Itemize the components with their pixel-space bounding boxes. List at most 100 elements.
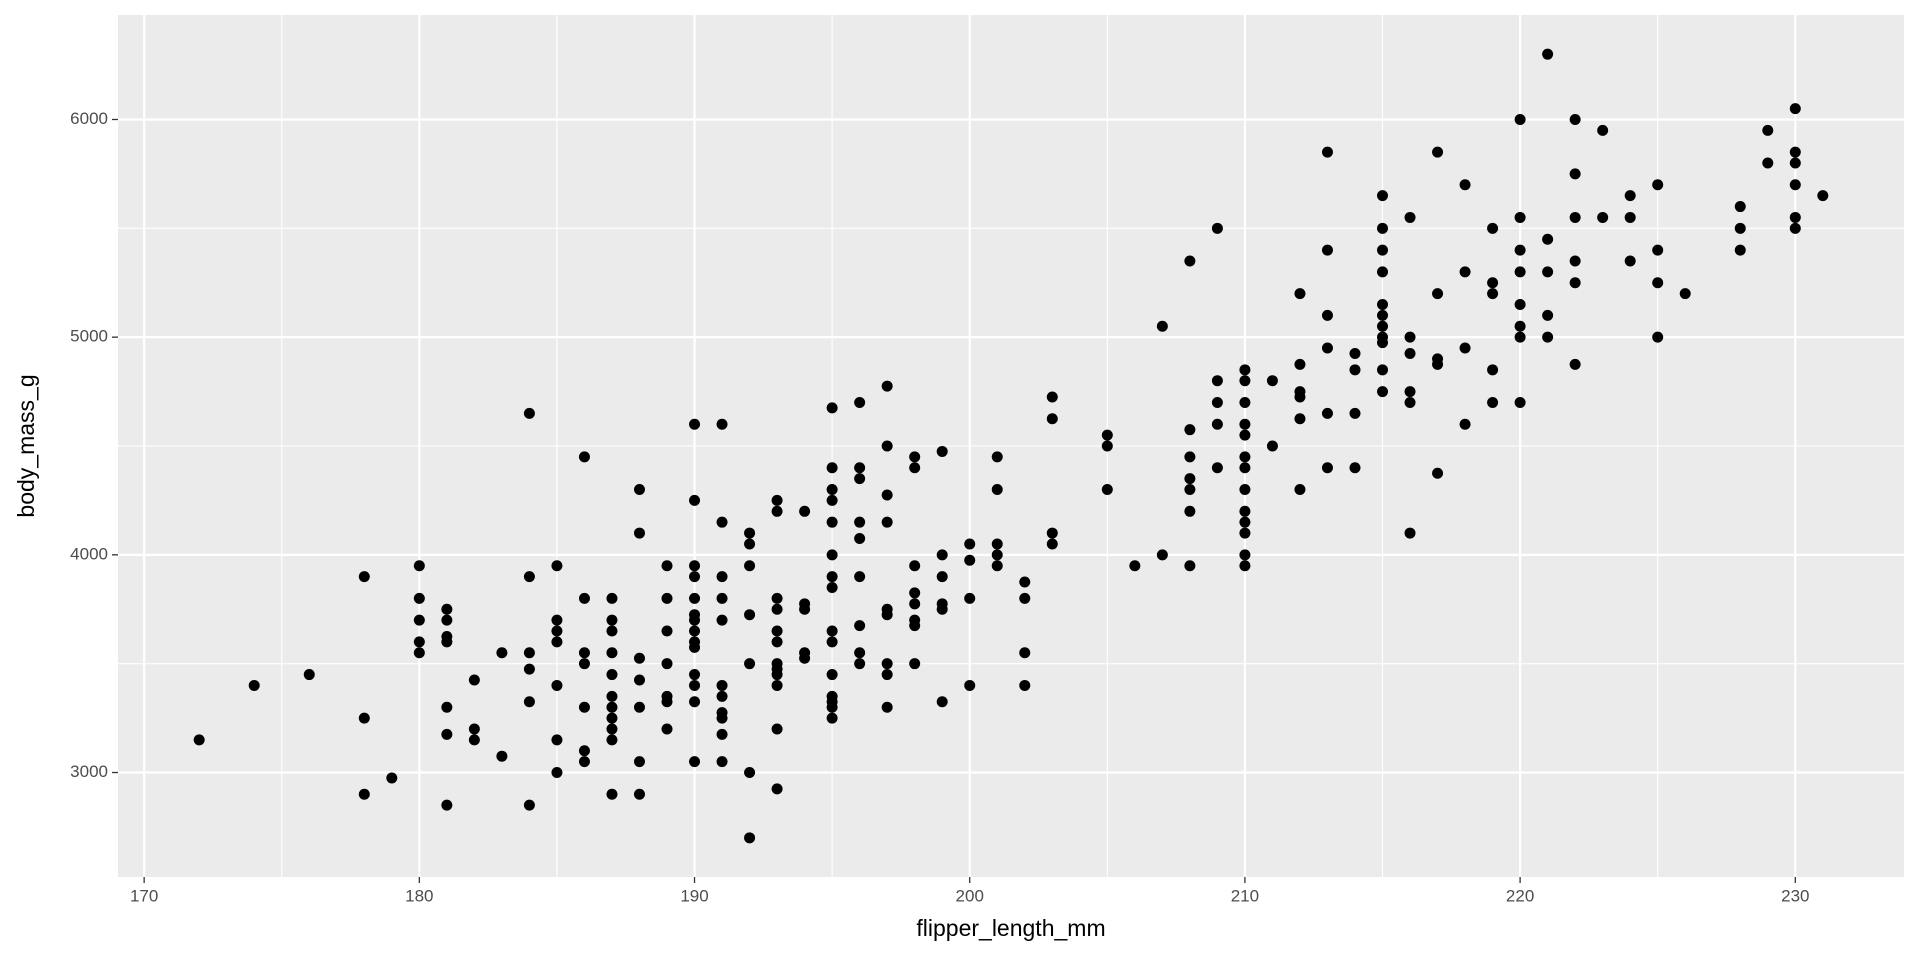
point: [964, 679, 976, 691]
point: [606, 701, 618, 713]
point: [909, 560, 921, 572]
point: [771, 603, 783, 615]
point: [1294, 484, 1306, 496]
point: [1404, 347, 1416, 359]
point: [1129, 560, 1141, 572]
point: [1046, 391, 1058, 403]
point: [413, 560, 425, 572]
point: [1487, 288, 1499, 300]
x-axis-title: flipper_length_mm: [916, 915, 1105, 941]
point: [1239, 451, 1251, 463]
point: [771, 669, 783, 681]
point: [1239, 375, 1251, 387]
point: [578, 451, 590, 463]
point: [1487, 364, 1499, 376]
point: [1404, 527, 1416, 539]
point: [799, 603, 811, 615]
point: [1349, 364, 1361, 376]
point: [909, 598, 921, 610]
point: [1542, 266, 1554, 278]
point: [991, 451, 1003, 463]
point: [1404, 396, 1416, 408]
point: [441, 701, 453, 713]
point: [1184, 560, 1196, 572]
point: [1377, 386, 1389, 398]
point: [909, 620, 921, 632]
point: [854, 647, 866, 659]
point: [193, 734, 205, 746]
point: [1459, 179, 1471, 191]
point: [881, 440, 893, 452]
point: [689, 418, 701, 430]
y-tick-label: 4000: [70, 544, 108, 563]
point: [661, 560, 673, 572]
point: [633, 674, 645, 686]
point: [1789, 103, 1801, 115]
point: [1349, 347, 1361, 359]
point: [854, 620, 866, 632]
x-tick-label: 210: [1231, 886, 1259, 905]
point: [1789, 211, 1801, 223]
point: [633, 484, 645, 496]
point: [633, 756, 645, 768]
point: [1734, 222, 1746, 234]
point: [936, 571, 948, 583]
point: [744, 609, 756, 621]
point: [1046, 413, 1058, 425]
point: [771, 679, 783, 691]
point: [606, 723, 618, 735]
point: [1156, 320, 1168, 332]
point: [1432, 288, 1444, 300]
point: [1762, 124, 1774, 136]
point: [881, 658, 893, 670]
point: [826, 712, 838, 724]
point: [1789, 157, 1801, 169]
point: [1046, 527, 1058, 539]
point: [523, 407, 535, 419]
point: [771, 592, 783, 604]
point: [909, 587, 921, 599]
point: [248, 679, 260, 691]
point: [441, 636, 453, 648]
point: [1377, 266, 1389, 278]
point: [1321, 244, 1333, 256]
point: [991, 484, 1003, 496]
point: [689, 494, 701, 506]
point: [1321, 342, 1333, 354]
x-tick-label: 170: [130, 886, 158, 905]
point: [1597, 211, 1609, 223]
point: [1101, 484, 1113, 496]
point: [716, 418, 728, 430]
point: [881, 516, 893, 528]
point: [826, 701, 838, 713]
point: [523, 571, 535, 583]
point: [1321, 462, 1333, 474]
point: [1156, 549, 1168, 561]
point: [1404, 331, 1416, 343]
point: [826, 636, 838, 648]
point: [578, 745, 590, 757]
point: [689, 592, 701, 604]
point: [1459, 342, 1471, 354]
point: [606, 614, 618, 626]
point: [744, 832, 756, 844]
point: [1762, 157, 1774, 169]
point: [936, 549, 948, 561]
point: [1239, 505, 1251, 517]
point: [1514, 244, 1526, 256]
point: [1239, 560, 1251, 572]
point: [689, 696, 701, 708]
point: [771, 505, 783, 517]
y-axis-title: body_mass_g: [13, 374, 39, 517]
point: [1294, 413, 1306, 425]
point: [1569, 277, 1581, 289]
point: [1514, 113, 1526, 125]
point: [578, 701, 590, 713]
point: [606, 734, 618, 746]
x-tick-label: 200: [956, 886, 984, 905]
point: [1294, 288, 1306, 300]
point: [1404, 211, 1416, 223]
point: [881, 701, 893, 713]
point: [964, 592, 976, 604]
